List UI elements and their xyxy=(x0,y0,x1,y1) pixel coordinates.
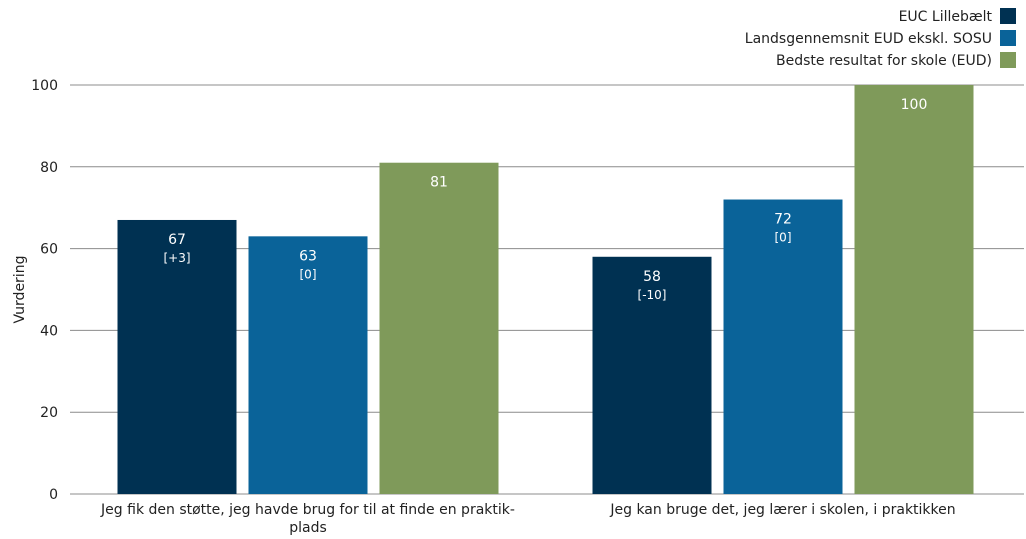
y-tick-label: 20 xyxy=(40,405,58,421)
x-category-label: Jeg kan bruge det, jeg lærer i skolen, i… xyxy=(609,502,955,518)
x-category-label: Jeg fik den støtte, jeg havde brug for t… xyxy=(100,502,515,518)
legend-label: Bedste resultat for skole (EUD) xyxy=(776,53,992,69)
legend: EUC Lillebælt Landsgennemsnit EUD ekskl. … xyxy=(745,8,1016,69)
y-tick-label: 80 xyxy=(40,160,58,176)
bar xyxy=(248,236,368,494)
y-tick-label: 0 xyxy=(49,487,58,503)
y-tick-label: 40 xyxy=(40,323,58,339)
x-axis: Jeg fik den støtte, jeg havde brug for t… xyxy=(100,502,956,536)
legend-swatch xyxy=(1000,52,1016,68)
legend-label: EUC Lillebælt xyxy=(899,9,993,25)
bar-value-label: 58 xyxy=(643,269,661,285)
bar-change-label: [+3] xyxy=(163,251,190,265)
bar-change-label: [0] xyxy=(300,267,317,281)
bar-value-label: 81 xyxy=(430,175,448,191)
bar xyxy=(379,162,499,494)
bar-value-label: 72 xyxy=(774,212,792,228)
bar xyxy=(592,256,712,494)
x-category-label: plads xyxy=(289,520,327,536)
bar xyxy=(117,219,237,494)
y-axis-label: Vurdering xyxy=(12,256,28,324)
legend-swatch xyxy=(1000,8,1016,24)
bar-change-label: [0] xyxy=(775,231,792,245)
bar xyxy=(723,199,843,494)
y-tick-label: 100 xyxy=(31,78,58,94)
bars: 67 [+3] 63 [0] 81 58 [-10] 72 [0] 100 xyxy=(117,85,974,494)
legend-label: Landsgennemsnit EUD ekskl. SOSU xyxy=(745,31,992,47)
legend-swatch xyxy=(1000,30,1016,46)
bar-value-label: 67 xyxy=(168,232,186,248)
y-tick-label: 60 xyxy=(40,242,58,258)
bar-change-label: [-10] xyxy=(638,288,667,302)
bar-value-label: 63 xyxy=(299,248,317,264)
bar-value-label: 100 xyxy=(901,97,928,113)
bar xyxy=(854,85,974,494)
y-axis: 0 20 40 60 80 100 xyxy=(31,78,58,503)
